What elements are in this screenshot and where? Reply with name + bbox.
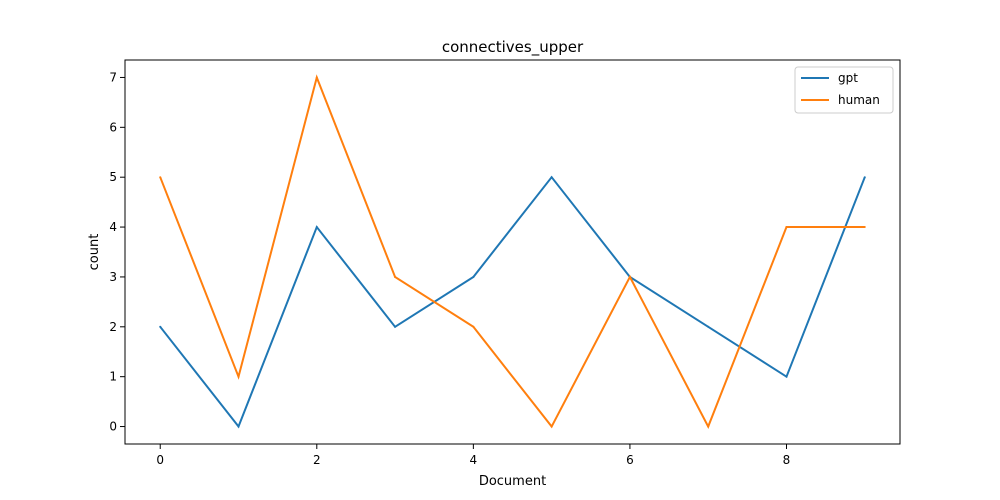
y-tick-label: 6 [109,120,117,134]
data-point-human [863,226,866,229]
data-point-human [315,76,318,79]
x-tick-label: 8 [783,453,791,467]
data-point-human [785,226,788,229]
y-axis-label: count [87,234,102,271]
y-axis-ticks: 0 1 2 3 4 5 6 7 [109,70,125,434]
series-line-gpt [159,175,866,429]
x-tick-label: 4 [470,453,478,467]
x-tick-label: 6 [626,453,634,467]
data-point-human [628,275,631,278]
data-point-human [237,375,240,378]
legend-label-human: human [838,93,880,107]
data-point-human [394,275,397,278]
data-point-gpt [707,325,710,328]
legend-label-gpt: gpt [838,71,858,85]
data-point-gpt [394,325,397,328]
x-axis-ticks: 0 2 4 6 8 [156,444,790,467]
data-point-human [472,325,475,328]
data-point-human [159,176,162,179]
chart-title: connectives_upper [442,38,584,57]
data-point-human [707,425,710,428]
y-tick-label: 7 [109,70,117,84]
data-point-gpt [550,176,553,179]
x-tick-label: 0 [156,453,164,467]
legend: gpt human [794,66,894,114]
y-tick-label: 0 [109,420,117,434]
x-tick-label: 2 [313,453,321,467]
x-axis-label: Document [479,474,546,489]
data-point-gpt [315,226,318,229]
y-tick-label: 4 [109,220,117,234]
y-tick-label: 2 [109,320,117,334]
plot-frame [124,59,901,445]
data-point-gpt [159,325,162,328]
data-point-gpt [863,176,866,179]
plot-lines [159,74,866,429]
y-tick-label: 1 [109,370,117,384]
y-tick-label: 3 [109,270,117,284]
data-point-gpt [237,425,240,428]
data-point-gpt [472,275,475,278]
series-line-human [159,74,865,429]
data-point-human [550,425,553,428]
y-tick-label: 5 [109,170,117,184]
data-point-gpt [785,375,788,378]
